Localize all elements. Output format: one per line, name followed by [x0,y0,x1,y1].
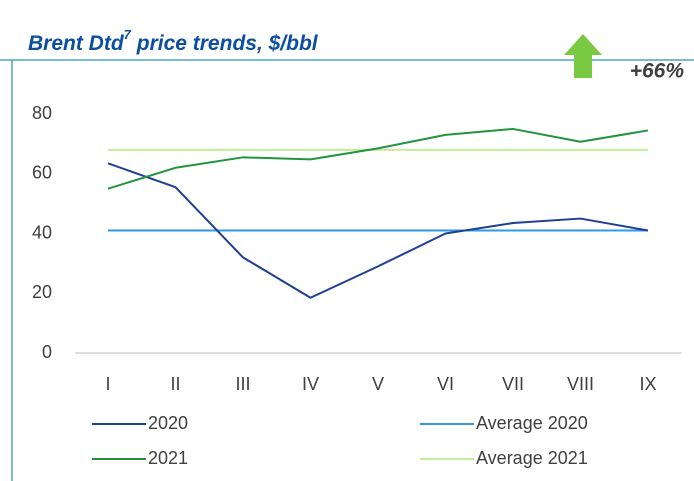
x-tick-label: III [235,374,250,394]
x-tick-label: IV [302,374,319,394]
x-tick-label: II [170,374,180,394]
legend-label: Average 2020 [476,413,588,433]
annotation: +66% [630,60,685,83]
x-tick-label: VI [437,374,454,394]
series-line [107,162,649,299]
legend-label: 2020 [148,413,188,433]
up-arrow [564,34,602,78]
y-tick-label: 0 [42,342,52,362]
x-tick-label: VIII [567,374,594,394]
legend-label: Average 2021 [476,448,588,468]
x-tick-label: VII [502,374,524,394]
y-tick-label: 20 [32,282,52,302]
title-main: Brent Dtd [28,32,125,55]
y-tick-label: 40 [32,222,52,242]
legend-label: 2021 [148,448,188,468]
x-tick-label: I [105,374,110,394]
y-tick-label: 80 [32,103,52,123]
y-tick-label: 60 [32,163,52,183]
title-rest: price trends, $/bbl [131,32,319,55]
chart-title: Brent Dtd7 price trends, $/bbl [28,27,319,54]
x-tick-label: IX [639,374,656,394]
series-line [107,127,649,190]
title-sup: 7 [124,27,132,42]
x-tick-label: V [372,374,384,394]
